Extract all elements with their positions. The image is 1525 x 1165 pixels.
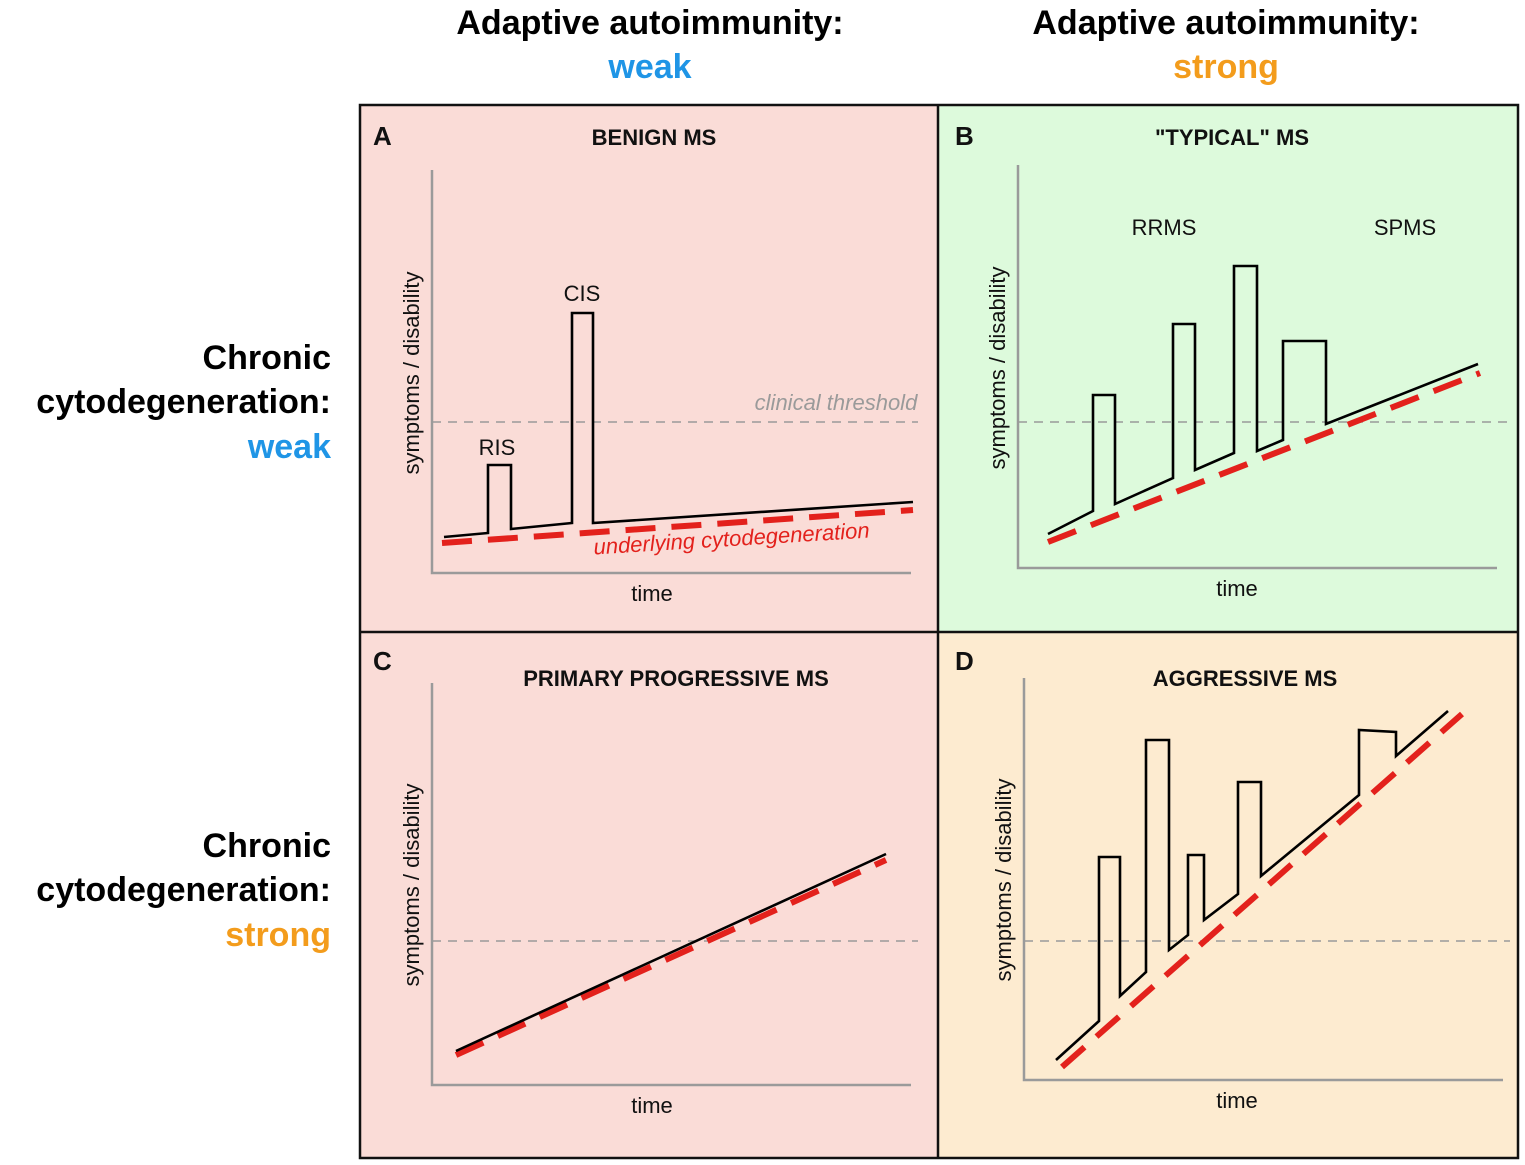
panel-c: C PRIMARY PROGRESSIVE MS time symptoms /… [373,646,918,1118]
panel-d: D AGGRESSIVE MS time symptoms / disabili… [955,646,1510,1113]
x-axis-label: time [1216,1088,1258,1113]
symptom-trajectory [1055,710,1449,1061]
panel-title: BENIGN MS [592,125,717,150]
axes [1016,165,1497,570]
clinical-threshold-label: clinical threshold [755,390,918,415]
row-level-text: strong [225,916,331,954]
panel-letter: C [373,646,392,676]
y-axis-label: symptoms / disability [985,267,1010,470]
panel-title: "TYPICAL" MS [1155,125,1309,150]
annotation-spms: SPMS [1374,215,1436,240]
y-axis-label: symptoms / disability [991,779,1016,982]
symptom-trajectory [1047,264,1479,536]
symptom-trajectory [455,852,887,1053]
axes [1022,678,1503,1082]
panel-c-background [360,632,938,1158]
annotation-ris: RIS [479,435,516,460]
x-axis-label: time [1216,576,1258,601]
panel-b-background [938,105,1518,632]
column-heading-text: Adaptive autoimmunity: [1032,4,1419,42]
cytodegeneration-line [441,507,914,546]
row-heading-line2: cytodegeneration: [36,871,331,909]
panel-b: B "TYPICAL" MS RRMS SPMS time symptoms /… [955,121,1510,601]
panel-d-background [938,632,1518,1158]
axes [430,683,911,1087]
axes [430,170,911,575]
row-header-strong: Chronic cytodegeneration: strong [36,827,331,954]
panel-letter: A [373,121,392,151]
row-heading-line1: Chronic [203,827,331,865]
x-axis-label: time [631,581,673,606]
y-axis-label: symptoms / disability [399,784,424,987]
row-heading-line1: Chronic [203,339,331,377]
panel-title: PRIMARY PROGRESSIVE MS [523,666,829,691]
row-level-text: weak [247,428,331,466]
symptom-trajectory [443,311,914,539]
column-level-text: strong [1173,48,1279,86]
column-heading-text: Adaptive autoimmunity: [456,4,843,42]
row-header-weak: Chronic cytodegeneration: weak [36,339,331,466]
annotation-cis: CIS [564,281,601,306]
cytodegeneration-line [1046,370,1482,545]
column-header-weak: Adaptive autoimmunity: weak [456,4,843,86]
x-axis-label: time [631,1093,673,1118]
panel-title: AGGRESSIVE MS [1153,666,1338,691]
annotation-rrms: RRMS [1132,215,1197,240]
column-level-text: weak [607,48,691,86]
panel-letter: B [955,121,974,151]
cytodegeneration-line [454,857,888,1058]
column-header-strong: Adaptive autoimmunity: strong [1032,4,1419,86]
row-heading-line2: cytodegeneration: [36,383,331,421]
panel-letter: D [955,646,974,676]
y-axis-label: symptoms / disability [399,272,424,475]
